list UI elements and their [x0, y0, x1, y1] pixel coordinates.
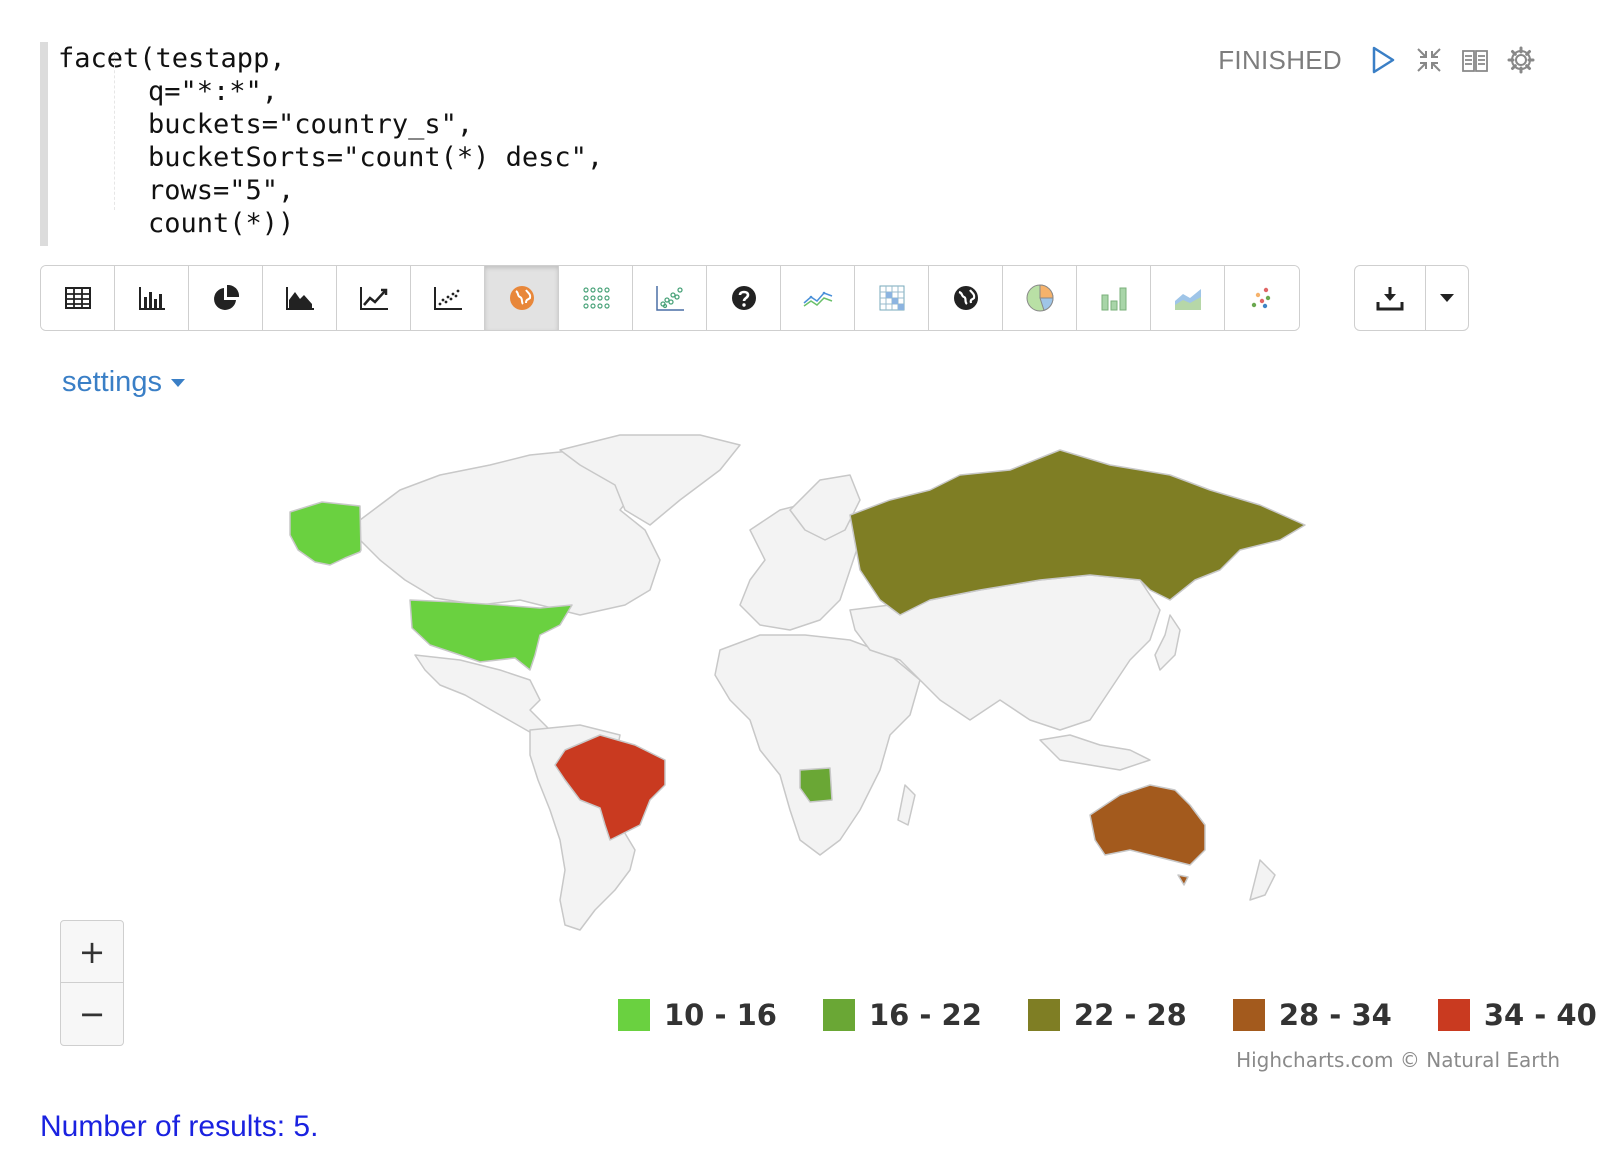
scatter-plot-button[interactable] — [633, 266, 707, 330]
code-line: buckets="country_s", — [148, 109, 474, 140]
legend-item[interactable]: 28 - 34 — [1232, 998, 1392, 1032]
country-alaska[interactable] — [289, 501, 362, 566]
country-indonesia[interactable] — [1039, 734, 1151, 771]
run-icon[interactable] — [1368, 45, 1398, 75]
line-chart-button[interactable] — [337, 266, 411, 330]
zoom-out-button[interactable]: − — [78, 994, 106, 1033]
globe-button[interactable] — [929, 266, 1003, 330]
color-bars-button[interactable] — [1077, 266, 1151, 330]
caret-down-icon — [170, 378, 185, 387]
map-icon — [509, 286, 534, 310]
map-credits[interactable]: Highcharts.com © Natural Earth — [1236, 1048, 1560, 1072]
country-africa[interactable] — [714, 634, 921, 856]
help-button[interactable] — [707, 266, 781, 330]
color-pie-button[interactable] — [1003, 266, 1077, 330]
multi-line-icon — [803, 291, 832, 307]
scatter-chart-button[interactable] — [411, 266, 485, 330]
country-australia[interactable] — [1089, 784, 1206, 866]
map-legend: 10 - 16 16 - 22 22 - 28 28 - 34 34 - 40 — [618, 998, 1597, 1032]
color-dots-button[interactable] — [1225, 266, 1299, 330]
paragraph-controls: FINISHED — [1218, 40, 1536, 80]
color-bars-icon — [1101, 287, 1126, 311]
settings-toggle[interactable]: settings — [62, 366, 186, 399]
country-japan[interactable] — [1154, 614, 1181, 671]
legend-swatch — [822, 999, 855, 1031]
code-line: q="*:*", — [148, 76, 279, 107]
code-line: bucketSorts="count(*) desc", — [148, 142, 604, 173]
country-new-zealand[interactable] — [1249, 859, 1276, 901]
bar-chart-icon — [138, 287, 165, 310]
code-line: facet(testapp, — [58, 43, 286, 74]
export-button-group — [1354, 265, 1469, 331]
legend-item[interactable]: 22 - 28 — [1027, 998, 1187, 1032]
gear-icon[interactable] — [1506, 45, 1536, 75]
table-icon — [64, 287, 91, 309]
settings-label: settings — [62, 366, 162, 398]
help-icon — [731, 286, 756, 310]
legend-swatch — [1437, 999, 1470, 1031]
indent-guide — [114, 50, 116, 210]
color-pie-icon — [1026, 284, 1054, 312]
country-angola[interactable] — [799, 767, 833, 803]
color-dots-icon — [1251, 287, 1271, 309]
world-map — [289, 434, 1306, 931]
pie-chart-button[interactable] — [189, 266, 263, 330]
color-area-button[interactable] — [1151, 266, 1225, 330]
area-chart-button[interactable] — [263, 266, 337, 330]
legend-item[interactable]: 34 - 40 — [1437, 998, 1597, 1032]
legend-swatch — [1027, 999, 1060, 1031]
legend-swatch — [1232, 999, 1265, 1031]
code-line: rows="5", — [148, 175, 295, 206]
country-canada[interactable] — [359, 449, 661, 616]
download-icon — [1376, 287, 1404, 311]
bubble-grid-icon — [582, 287, 610, 309]
globe-icon — [953, 286, 978, 310]
legend-label: 28 - 34 — [1278, 998, 1392, 1032]
visualization-toolbar — [40, 265, 1300, 331]
scatter-chart-icon — [433, 287, 462, 310]
line-chart-icon — [359, 287, 388, 310]
collapse-icon[interactable] — [1414, 45, 1444, 75]
legend-label: 34 - 40 — [1483, 998, 1597, 1032]
heatmap-grid-icon — [879, 285, 904, 311]
area-chart-icon — [285, 287, 314, 310]
country-tasmania[interactable] — [1177, 874, 1189, 886]
bubble-grid-button[interactable] — [559, 266, 633, 330]
country-russia[interactable] — [849, 449, 1306, 616]
zoom-in-button[interactable]: + — [61, 921, 123, 983]
code-editor[interactable]: facet(testapp, q="*:*", buckets="country… — [40, 42, 1220, 246]
legend-label: 22 - 28 — [1073, 998, 1187, 1032]
country-united-states[interactable] — [409, 599, 573, 671]
bar-chart-button[interactable] — [115, 266, 189, 330]
pie-chart-icon — [213, 284, 239, 310]
country-greenland[interactable] — [559, 434, 741, 526]
country-brazil[interactable] — [554, 734, 666, 841]
multi-line-button[interactable] — [781, 266, 855, 330]
legend-label: 10 - 16 — [664, 998, 777, 1032]
results-count: Number of results: 5. — [40, 1110, 319, 1143]
export-dropdown-toggle[interactable] — [1426, 266, 1468, 330]
country-madagascar[interactable] — [897, 784, 916, 826]
code-line: count(*)) — [148, 208, 295, 239]
map-zoom-controls: + − — [60, 920, 124, 1046]
book-icon[interactable] — [1460, 45, 1490, 75]
color-area-icon — [1174, 289, 1201, 310]
legend-item[interactable]: 10 - 16 — [618, 998, 777, 1032]
scatter-plot-icon — [655, 286, 684, 311]
map-view-button[interactable] — [485, 266, 559, 330]
legend-swatch — [618, 999, 650, 1031]
legend-label: 16 - 22 — [868, 998, 982, 1032]
status-label: FINISHED — [1218, 44, 1342, 75]
download-button[interactable] — [1355, 266, 1426, 330]
heatmap-grid-button[interactable] — [855, 266, 929, 330]
table-view-button[interactable] — [41, 266, 115, 330]
legend-item[interactable]: 16 - 22 — [822, 998, 982, 1032]
caret-down-icon — [1440, 294, 1454, 302]
